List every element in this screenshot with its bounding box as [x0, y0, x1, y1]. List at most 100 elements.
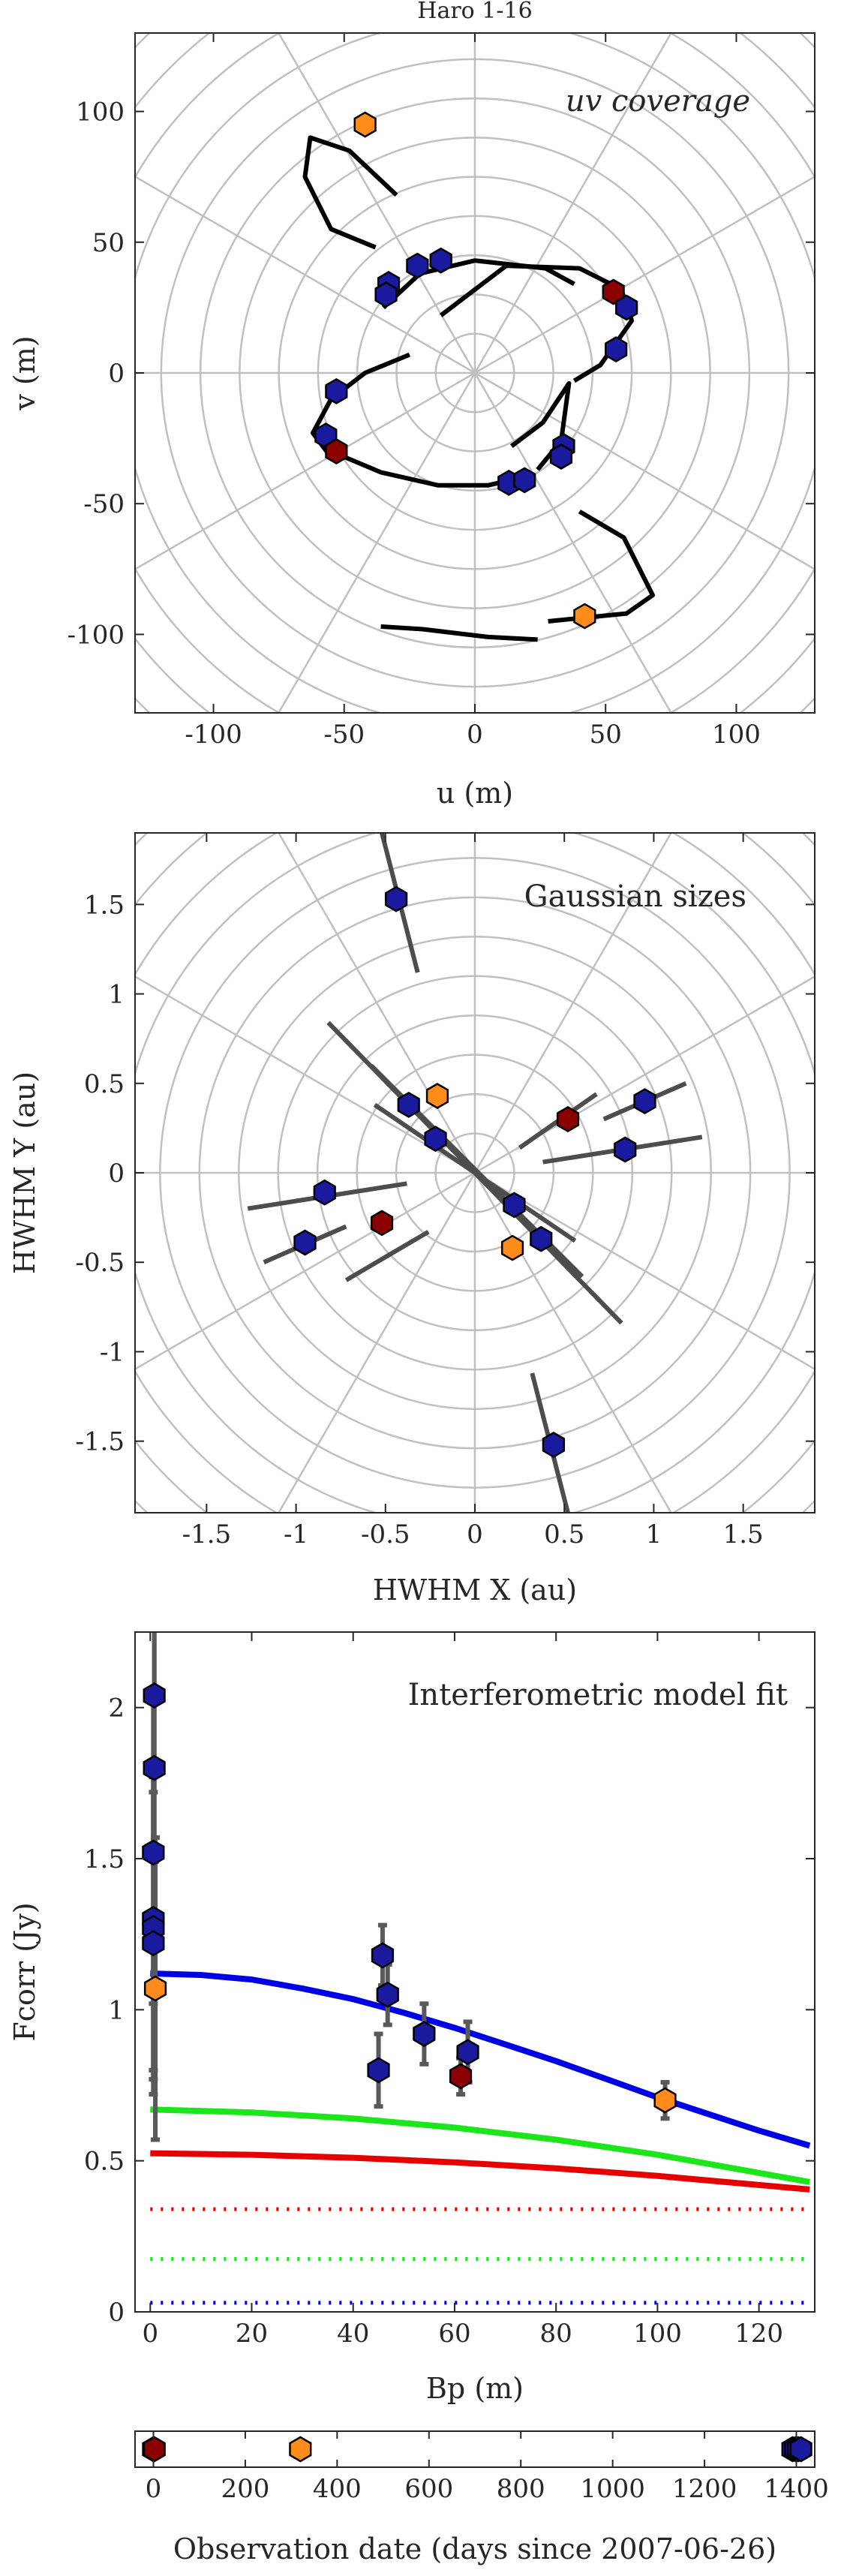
grid-circle	[395, 293, 554, 452]
size-point	[313, 1179, 336, 1206]
panel-annotation: uv coverage	[566, 84, 750, 119]
x-tick-label: 50	[590, 720, 622, 750]
x-axis-label: Observation date (days since 2007-06-26)	[173, 2532, 776, 2565]
flux-point	[367, 2057, 390, 2084]
x-tick-label: 0	[142, 2319, 158, 2349]
y-tick-label: 0.5	[84, 1069, 125, 1099]
flux-point	[142, 1839, 165, 1866]
uv-coverage-panel: Haro 1-16 -100 -50 0 50 100 -100 -50 0 50 100 uv …	[8, 0, 815, 810]
uv-point	[513, 467, 536, 494]
grid-spoke	[474, 1171, 815, 1370]
grid-circle	[160, 58, 790, 688]
model-curve	[150, 2106, 810, 2185]
model-curve	[150, 2150, 810, 2193]
polar-grid	[135, 33, 815, 713]
model-fit-panel: 0 20 40 60 80 100 120 0 0.5 1 1.5 2 Interferometric…	[8, 1631, 815, 2405]
flux-point	[143, 1682, 166, 1709]
x-tick-label: -0.5	[361, 1519, 410, 1550]
grid-spoke	[278, 833, 476, 1174]
y-tick-label: 0	[108, 1159, 125, 1189]
uv-point	[374, 281, 398, 308]
flux-point	[371, 1942, 395, 1969]
date-points	[142, 2436, 812, 2463]
uv-track	[380, 624, 538, 642]
x-tick-label: 60	[438, 2319, 470, 2349]
flux-point	[143, 1754, 166, 1781]
x-tick-label: 1	[646, 1519, 662, 1550]
figure-title: Haro 1-16	[417, 0, 532, 24]
x-tick-label: 0	[467, 1519, 483, 1550]
size-point	[384, 885, 408, 912]
flux-point	[143, 1975, 167, 2002]
tick-labels: -1.5 -1 -0.5 0 0.5 1 1.5 -1.5 -1 -0.5 0 0.5 1 1.5	[75, 833, 815, 1550]
x-tick-label: 600	[404, 2474, 453, 2504]
grid-spoke	[278, 1172, 476, 1513]
x-tick-label: -1	[284, 1519, 308, 1550]
grid-spoke	[135, 176, 476, 374]
model-curves	[150, 1970, 811, 2305]
tick-labels: 0 200 400 600 800 1000 1200 1400	[146, 2431, 829, 2504]
x-tick-label: 120	[734, 2319, 783, 2349]
grid-circle	[434, 332, 515, 413]
flux-point	[653, 2087, 677, 2114]
x-tick-label: 80	[540, 2319, 572, 2349]
uv-point	[605, 336, 628, 363]
y-tick-label: -50	[83, 489, 125, 519]
grid-circle	[135, 33, 815, 713]
y-tick-label: -0.5	[75, 1248, 125, 1278]
x-tick-label: 1400	[764, 2474, 829, 2504]
x-tick-label: 1000	[580, 2474, 645, 2504]
y-axis-label: HWHM Y (au)	[8, 1072, 41, 1274]
grid-circle	[278, 176, 672, 570]
date-point	[789, 2436, 812, 2463]
size-point	[424, 1126, 447, 1153]
size-point	[614, 1136, 637, 1163]
uv-point	[602, 278, 625, 305]
grid-spoke	[473, 833, 672, 1174]
size-point	[542, 1431, 566, 1458]
flux-points	[142, 1632, 677, 2142]
polar-grid	[135, 833, 815, 1513]
size-point	[503, 1192, 526, 1219]
flux-point	[449, 2063, 473, 2090]
grid-spoke	[135, 371, 476, 570]
x-tick-label: 40	[337, 2319, 369, 2349]
uv-track	[548, 509, 655, 624]
uv-track	[302, 135, 398, 250]
uv-point	[615, 294, 638, 321]
grid-circle	[199, 97, 751, 649]
size-point	[397, 1091, 420, 1118]
grid-circle	[317, 215, 633, 531]
size-point	[530, 1225, 553, 1252]
uv-point	[325, 438, 348, 464]
uv-point	[325, 377, 348, 404]
grid-spoke	[473, 372, 672, 713]
x-tick-label: 100	[712, 720, 761, 750]
x-tick-label: 100	[633, 2319, 682, 2349]
y-tick-label: 1.5	[84, 890, 125, 920]
grid-circle	[135, 33, 815, 713]
grid-spoke	[278, 372, 476, 713]
size-point	[556, 1106, 580, 1132]
x-tick-label: -100	[185, 720, 242, 750]
grid-spoke	[474, 975, 815, 1174]
observation-date-panel: 0 200 400 600 800 1000 1200 1400 Observation da…	[134, 2430, 829, 2565]
uv-track	[381, 258, 575, 310]
grid-circle	[356, 254, 594, 492]
x-tick-label: 1.5	[723, 1519, 764, 1550]
date-point	[143, 2436, 166, 2463]
grid-circle	[239, 137, 711, 609]
y-tick-label: -1	[100, 1337, 125, 1367]
size-point	[293, 1229, 317, 1256]
y-tick-label: 0	[108, 359, 125, 389]
x-tick-label: 0	[146, 2474, 162, 2504]
y-tick-label: 2	[108, 1694, 125, 1724]
date-point	[289, 2436, 312, 2463]
y-tick-label: -100	[68, 620, 125, 650]
size-point	[500, 1234, 524, 1261]
y-tick-label: 50	[92, 228, 125, 258]
uv-point	[573, 603, 596, 630]
y-tick-label: 100	[76, 98, 125, 128]
grid-spoke	[473, 1172, 672, 1513]
